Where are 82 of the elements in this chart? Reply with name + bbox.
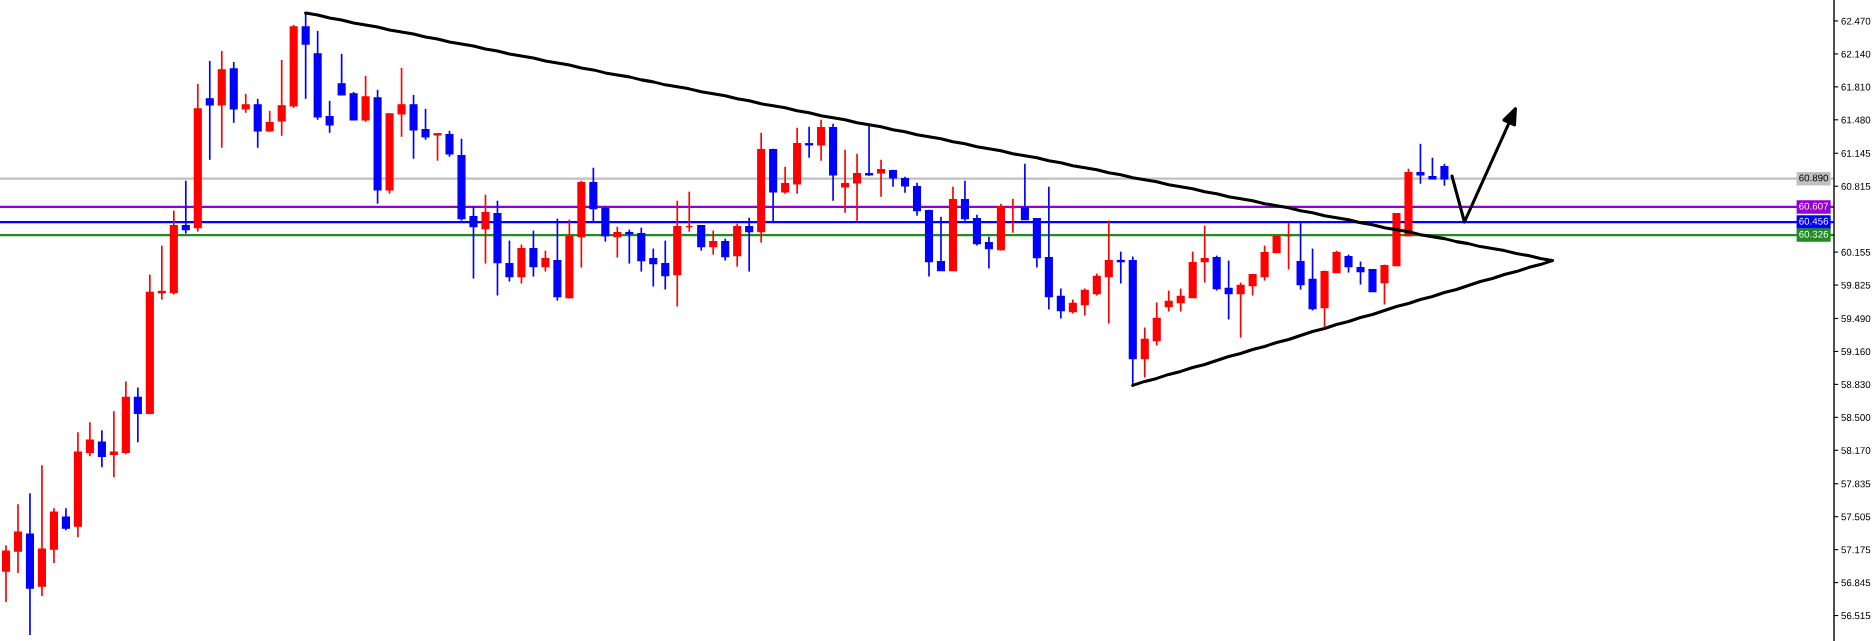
- candlestick: [421, 107, 430, 141]
- candlestick: [85, 421, 94, 458]
- candlestick: [1164, 289, 1173, 313]
- y-tick-label: 57.505: [1841, 513, 1871, 521]
- candlestick: [853, 152, 862, 222]
- y-tick-label: 60.815: [1841, 182, 1871, 190]
- candlestick: [97, 429, 106, 469]
- candlestick: [721, 237, 730, 262]
- y-tick-label: 61.480: [1841, 116, 1871, 124]
- ref-line-label: 60.456: [1799, 217, 1829, 225]
- candlestick: [277, 59, 286, 137]
- candlestick: [697, 224, 706, 252]
- candlestick: [481, 193, 490, 265]
- candlestick: [1200, 224, 1209, 284]
- candlestick: [817, 118, 826, 162]
- candlestick: [133, 386, 142, 444]
- candlestick: [241, 93, 250, 114]
- candlestick: [912, 181, 922, 217]
- candlestick: [529, 229, 538, 278]
- y-tick-label: 58.830: [1841, 381, 1871, 389]
- candlestick: [13, 503, 23, 574]
- y-tick-label: 61.145: [1841, 149, 1871, 157]
- candlestick: [1176, 287, 1185, 313]
- candlestick: [1416, 142, 1425, 185]
- candlestick: [613, 225, 622, 259]
- candlestick: [157, 244, 166, 301]
- candlestick: [984, 235, 993, 270]
- candlestick: [781, 165, 790, 195]
- candlestick: [661, 239, 670, 291]
- candlestick: [1104, 219, 1113, 325]
- candlestick: [1152, 301, 1161, 347]
- candlestick: [876, 158, 886, 198]
- candlestick: [1248, 273, 1257, 297]
- candlestick: [1, 544, 11, 603]
- candlestick: [841, 148, 850, 214]
- candlestick: [505, 239, 514, 283]
- y-tick-label: 58.500: [1841, 414, 1871, 421]
- candlestick: [445, 129, 454, 158]
- candlestick: [1080, 287, 1089, 317]
- candlestick: [805, 125, 814, 159]
- candlestick: [1356, 260, 1365, 286]
- candlestick: [1440, 162, 1449, 187]
- candlestick: [1260, 244, 1269, 282]
- y-tick-label: 57.175: [1841, 546, 1871, 554]
- y-tick-label: 59.825: [1841, 281, 1871, 289]
- candlestick: [61, 507, 70, 532]
- candlestick: [361, 75, 370, 123]
- y-tick-label: 60.155: [1841, 248, 1871, 256]
- ref-line-label: 60.890: [1799, 174, 1829, 182]
- candlestick: [109, 410, 118, 479]
- y-tick-label: 57.835: [1841, 480, 1871, 488]
- y-tick-label: 59.490: [1841, 315, 1871, 323]
- y-tick-label: 62.470: [1841, 17, 1871, 25]
- candlestick: [541, 249, 550, 273]
- y-tick-label: 62.140: [1841, 50, 1871, 58]
- candlestick: [649, 247, 658, 288]
- candlestick: [1236, 281, 1245, 339]
- candlestick: [709, 229, 718, 256]
- candlestick: [1380, 263, 1389, 306]
- ref-line-label: 60.607: [1799, 202, 1829, 210]
- y-tick-label: 56.845: [1841, 579, 1871, 587]
- candlestick: [1428, 156, 1437, 180]
- ref-line-label: 60.326: [1799, 230, 1829, 238]
- y-tick-label: 56.515: [1841, 612, 1871, 620]
- candlestick: [205, 60, 214, 161]
- candlestick: [397, 67, 406, 138]
- y-tick-label: 61.810: [1841, 83, 1871, 91]
- candlestick: [1368, 268, 1377, 293]
- candlestick: [1116, 250, 1125, 285]
- candlestick: [325, 100, 334, 134]
- candlestick: [1332, 249, 1341, 274]
- y-tick-label: 59.160: [1841, 348, 1871, 356]
- candlestick: [1224, 259, 1233, 321]
- candlestick: [265, 109, 274, 133]
- candlestick: [1092, 272, 1101, 297]
- y-tick-label: 58.170: [1841, 447, 1871, 454]
- candlestick: [1056, 287, 1065, 320]
- candlestick: [301, 12, 310, 100]
- candlestick: [337, 53, 346, 96]
- candlestick: [625, 228, 634, 265]
- candlestick: [433, 132, 442, 162]
- candlestick: [1140, 326, 1149, 379]
